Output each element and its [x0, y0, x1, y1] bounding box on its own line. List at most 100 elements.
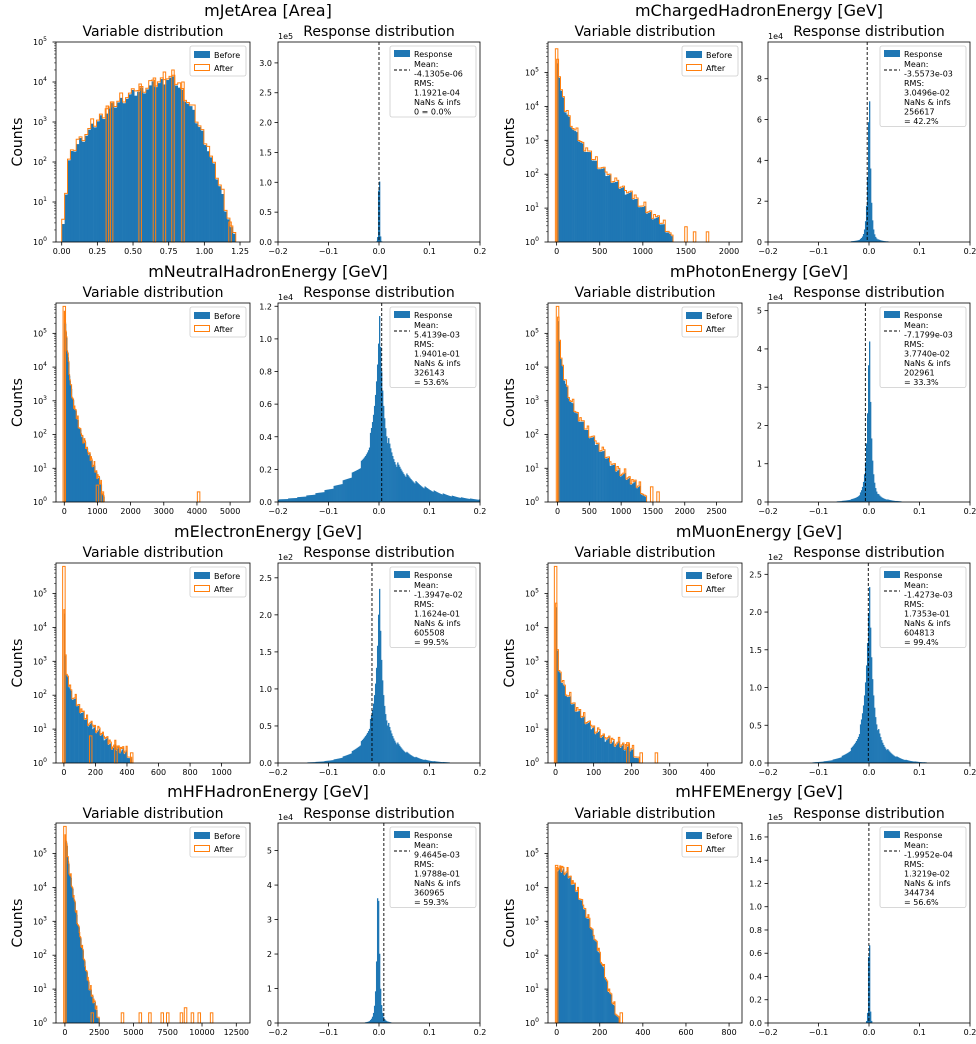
before-bar: [600, 963, 602, 1023]
before-bar: [67, 160, 71, 242]
response-bar: [381, 371, 383, 502]
legend-nan-value: = 99.5%: [414, 638, 449, 647]
before-bar: [616, 470, 619, 502]
y-tick-label: 0.8: [749, 926, 762, 935]
before-bar: [105, 738, 108, 763]
before-bar: [177, 87, 181, 242]
variable-subtitle: Variable distribution: [575, 285, 716, 301]
x-tick-label: 0: [553, 768, 558, 777]
before-bar: [559, 341, 561, 502]
x-tick-label: 2500: [89, 1028, 109, 1037]
legend-rms-value: 1.9788e-01: [414, 870, 460, 879]
before-bar: [609, 993, 612, 1023]
response-bar: [362, 738, 365, 763]
y-tick-label: 104: [33, 361, 47, 372]
before-bar: [206, 151, 210, 242]
variable-legend: Before After: [189, 306, 247, 338]
response-bar: [860, 490, 863, 502]
response-bar: [444, 494, 446, 502]
response-bar: [855, 497, 858, 502]
response-bar: [880, 496, 882, 502]
response-bar: [885, 748, 887, 763]
response-bar: [460, 497, 463, 502]
x-tick-label: 0.2: [964, 507, 976, 516]
legend-nan-label: NaNs & infs: [904, 98, 951, 107]
response-bar: [441, 762, 443, 763]
before-bar: [584, 429, 587, 502]
before-bar: [118, 746, 120, 763]
before-bar: [75, 698, 77, 763]
before-bar: [128, 758, 130, 763]
response-bar: [454, 496, 457, 502]
x-tick-label: 1000: [211, 768, 231, 777]
before-bar: [81, 712, 84, 763]
variable-legend: Before After: [189, 566, 247, 598]
before-bar: [556, 871, 558, 1023]
response-bar: [331, 760, 333, 763]
before-bar: [591, 437, 594, 502]
response-bar: [388, 722, 390, 763]
x-tick-label: 0: [554, 1028, 559, 1037]
before-bar: [563, 380, 566, 502]
response-bar: [376, 237, 379, 242]
response-bar: [342, 756, 344, 763]
response-bar: [859, 238, 862, 242]
legend-rms-label: RMS:: [904, 79, 924, 88]
response-bar: [842, 755, 845, 763]
before-bar: [627, 478, 630, 502]
before-bar: [605, 458, 607, 502]
chart-title: mJetArea [Area]: [204, 1, 332, 20]
response-bar: [451, 495, 454, 502]
before-bar: [567, 871, 569, 1023]
before-bar: [634, 481, 637, 502]
before-bar: [636, 758, 639, 763]
legend-mean-label: Mean:: [414, 581, 439, 590]
x-tick-label: 0.1: [423, 1028, 436, 1037]
before-bar: [160, 79, 164, 242]
variable-subtitle: Variable distribution: [83, 24, 224, 40]
legend-response-swatch: [394, 50, 410, 57]
response-bar: [850, 747, 853, 763]
x-tick-label: 0.0: [373, 768, 386, 777]
y-tick-label: 3: [267, 916, 272, 925]
response-bar: [315, 761, 317, 763]
legend-nan-value: 326143: [414, 369, 445, 378]
y-tick-label: 102: [33, 156, 47, 167]
before-bar: [580, 718, 583, 763]
response-bar: [422, 487, 424, 502]
chart-title: mChargedHadronEnergy [GeV]: [635, 1, 883, 20]
before-bar: [564, 383, 567, 502]
before-bar: [574, 131, 577, 242]
response-bar: [365, 1022, 368, 1023]
response-bar: [443, 493, 445, 502]
legend-rms-label: RMS:: [414, 340, 434, 349]
before-bar: [605, 980, 607, 1023]
response-bar: [463, 498, 466, 502]
before-bar: [562, 868, 565, 1023]
before-bar: [607, 175, 610, 242]
response-bar: [281, 499, 283, 502]
response-bar: [445, 494, 447, 502]
response-bar: [428, 760, 430, 763]
response-bar: [885, 499, 887, 502]
before-bar: [597, 951, 599, 1023]
response-bar: [875, 717, 877, 763]
response-bar: [471, 498, 474, 502]
legend-after-label: After: [706, 64, 726, 73]
legend-after-label: After: [214, 845, 234, 854]
response-bar: [447, 495, 449, 502]
response-bar: [858, 495, 861, 502]
chart-title: mHFHadronEnergy [GeV]: [167, 782, 369, 801]
response-bar: [385, 714, 387, 763]
before-histogram: [63, 613, 133, 763]
response-bar: [875, 488, 877, 502]
before-bar: [597, 444, 600, 502]
before-bar: [616, 743, 619, 763]
before-bar: [70, 388, 73, 502]
before-bar: [122, 103, 126, 242]
before-bar: [585, 429, 588, 502]
legend-before-swatch: [194, 51, 210, 58]
y-tick-label: 100: [33, 1017, 47, 1028]
before-bar: [560, 359, 563, 502]
response-bar: [362, 458, 365, 502]
